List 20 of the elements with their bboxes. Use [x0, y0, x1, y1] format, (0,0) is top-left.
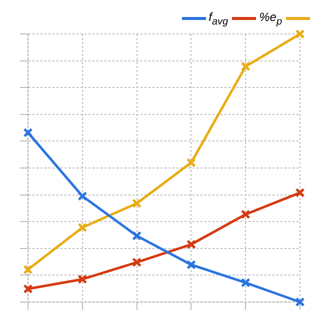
legend-label: %e$_{p}$: [259, 10, 282, 28]
point: [295, 297, 305, 307]
point: [23, 264, 33, 274]
point: [132, 231, 142, 241]
point: [240, 210, 250, 220]
point: [240, 278, 250, 288]
point: [186, 240, 196, 250]
point: [186, 158, 196, 168]
point: [78, 222, 88, 232]
point: [240, 62, 250, 72]
point: [132, 258, 142, 268]
point: [78, 191, 88, 201]
point: [78, 274, 88, 284]
point: [132, 198, 142, 208]
legend-label: f$_{avg}$: [208, 10, 228, 28]
point: [295, 188, 305, 198]
point: [295, 29, 305, 39]
point: [23, 284, 33, 294]
point: [23, 128, 33, 138]
point: [186, 260, 196, 270]
